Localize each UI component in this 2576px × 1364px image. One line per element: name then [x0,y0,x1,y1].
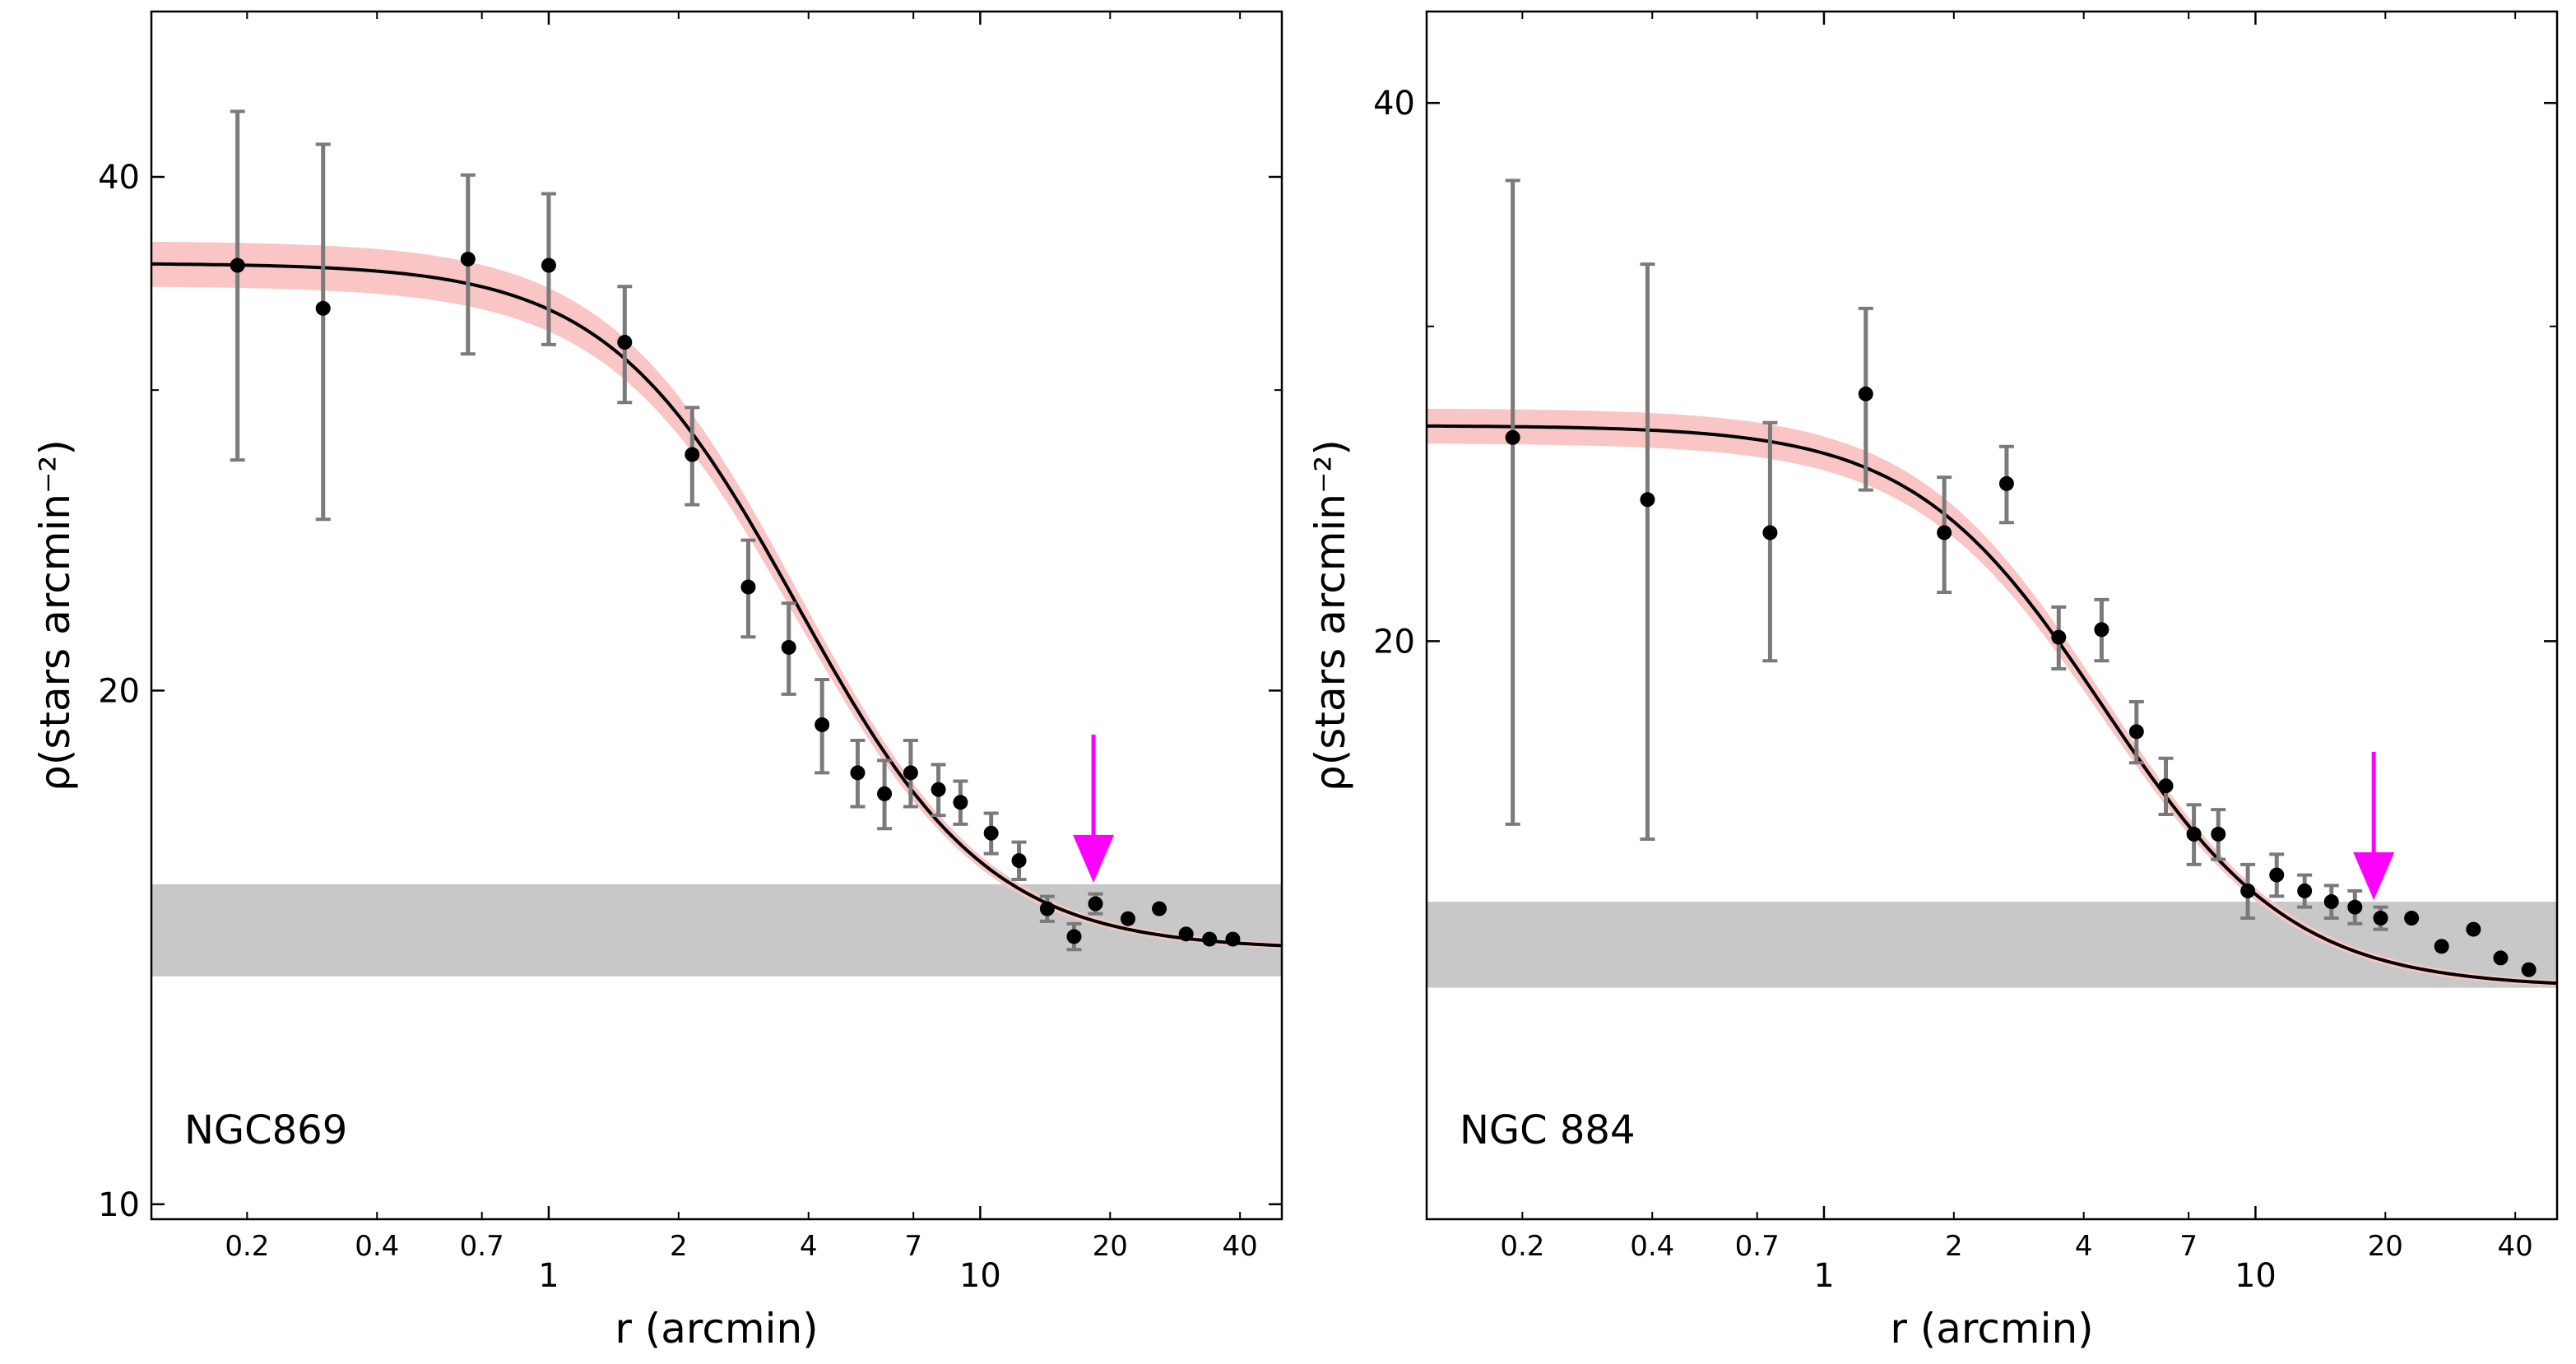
x-minor-tick-label: 0.4 [1630,1230,1674,1263]
data-point [983,825,999,841]
data-point [1225,931,1241,947]
y-major-tick-label: 10 [98,1186,140,1224]
data-point [460,251,476,267]
panel-ngc869: 1 10 0.2 0.4 0.7 2 4 7 20 40 r (arcmin) 10 20 40 ρ(sta… [31,10,1283,1352]
data-point [1762,525,1778,540]
background-density-band [151,884,1282,977]
x-minor-tick-label: 0.2 [1500,1230,1544,1263]
data-point [2240,883,2256,898]
king-fit-line [151,262,1282,948]
data-point [815,717,830,732]
data-point [1998,476,2014,491]
data-point [1121,911,1136,926]
data-point [1011,853,1027,869]
x-minor-tick-label: 0.2 [225,1230,269,1263]
data-point [541,257,556,273]
x-major-tick-label: 1 [538,1257,559,1295]
data-point [1178,926,1194,942]
y-axis-label: ρ(stars arcmin⁻²) [31,439,79,791]
data-point [740,579,756,595]
data-point [2269,867,2285,883]
x-minor-tick-label: 7 [904,1230,922,1263]
data-point [1202,931,1218,947]
x-minor-tick-label: 4 [800,1230,818,1263]
x-major-tick-label: 10 [2235,1257,2277,1295]
king-fit-uncertainty-band [151,241,1282,949]
x-axis: 1 10 0.2 0.4 0.7 2 4 7 20 40 [225,12,1258,1295]
x-major-tick-label: 10 [959,1257,1001,1295]
data-point [1858,386,1873,401]
data-point [2323,894,2339,910]
x-minor-tick-label: 40 [2498,1230,2533,1263]
data-point [2521,962,2537,977]
data-point [850,765,866,781]
king-fit-line [1427,424,2557,986]
data-point [617,335,633,350]
king-fit-uncertainty-band [1427,408,2557,986]
data-point [2186,826,2202,842]
x-axis-label: r (arcmin) [1890,1305,2093,1352]
x-axis-label: r (arcmin) [615,1305,818,1352]
data-point [230,257,245,273]
data-point [2466,921,2481,937]
cluster-name-label: NGC 884 [1460,1107,1636,1153]
data-point [2297,883,2313,898]
x-minor-tick-label: 0.7 [460,1230,504,1263]
y-major-tick-label: 40 [1373,85,1415,123]
x-major-tick-label: 1 [1813,1257,1834,1295]
data-point [2373,911,2388,926]
x-minor-tick-label: 20 [2368,1230,2403,1263]
limiting-radius-arrow-head [1073,834,1115,883]
x-axis: 1 10 0.2 0.4 0.7 2 4 7 20 40 [1500,12,2533,1295]
plot-area [151,109,1282,977]
y-axis-label: ρ(stars arcmin⁻²) [1307,439,1354,791]
x-minor-tick-label: 40 [1223,1230,1258,1263]
plot-frame [1425,10,2559,1221]
data-point [781,639,796,655]
x-minor-tick-label: 4 [2075,1230,2093,1263]
y-axis: 10 20 40 [98,159,1282,1224]
data-point [2347,899,2363,915]
data-point [1937,525,1952,540]
x-minor-tick-label: 7 [2179,1230,2198,1263]
data-point [315,300,331,316]
data-point [1039,901,1055,916]
data-point [2158,778,2174,794]
data-point [877,786,893,801]
data-point [1088,896,1103,912]
data-point [931,782,946,797]
y-major-tick-label: 20 [98,672,140,710]
limiting-radius-arrow-head [2353,852,2395,901]
data-point [903,765,918,781]
data-point [2211,826,2226,842]
x-minor-tick-label: 2 [670,1230,688,1263]
panel-ngc884: 1 100.2 0.4 0.7 2 4 7 20 40r (arcmin)2040ρ(stars… [1307,10,2559,1352]
x-minor-tick-label: 20 [1093,1230,1128,1263]
cluster-name-label: NGC869 [184,1107,347,1153]
data-point [2094,622,2110,638]
data-point [2128,724,2144,740]
data-point [1505,429,1520,445]
data-point [1066,929,1082,944]
data-point [1640,492,1655,508]
x-minor-tick-label: 0.7 [1735,1230,1780,1263]
plot-frame [150,10,1283,1221]
data-point [2051,629,2067,645]
y-major-tick-label: 20 [1373,623,1415,661]
data-point [2404,911,2420,926]
data-point [685,447,700,462]
background-density-band [1427,902,2557,988]
y-major-tick-label: 40 [98,159,140,197]
data-point [953,795,968,810]
x-minor-tick-label: 2 [1945,1230,1963,1263]
x-minor-tick-label: 0.4 [355,1230,399,1263]
data-point [2434,939,2449,954]
data-point [2493,950,2509,966]
plot-area [1427,179,2557,988]
data-point [1152,901,1167,916]
